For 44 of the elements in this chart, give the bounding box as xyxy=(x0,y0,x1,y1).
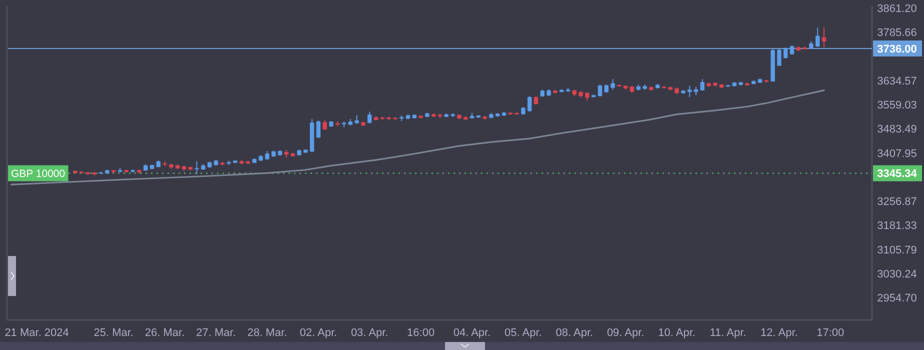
x-tick-label: 21 Mar. 2024 xyxy=(4,326,69,339)
x-tick-label: 09. Apr. xyxy=(606,326,644,339)
y-tick-label: 3785.66 xyxy=(877,27,917,40)
y-tick-label: 3105.79 xyxy=(877,244,917,256)
line-series xyxy=(10,90,825,186)
candlestick xyxy=(598,84,602,97)
y-tick-label: 3407.95 xyxy=(877,148,917,160)
candlestick xyxy=(790,44,794,56)
candlestick xyxy=(777,48,782,67)
x-tick-label: 26. Mar. xyxy=(144,326,185,339)
y-tick-label: 3634.57 xyxy=(877,75,917,88)
x-tick-label: 05. Apr. xyxy=(504,326,542,339)
x-tick-label: 08. Apr. xyxy=(556,326,594,339)
y-tick-label: 2954.70 xyxy=(877,292,917,305)
x-tick-label: 12. Apr. xyxy=(760,326,798,339)
y-tick-label: 3483.49 xyxy=(877,124,917,136)
candlestick xyxy=(822,26,826,48)
y-tick-label: 3559.03 xyxy=(877,100,917,112)
x-tick-label: 16:00 xyxy=(407,326,435,339)
x-tick-label: 10. Apr. xyxy=(658,326,696,339)
candlestick xyxy=(527,96,532,112)
y-tick-label: 3256.87 xyxy=(877,196,917,208)
x-tick-label: 02. Apr. xyxy=(300,326,338,339)
x-tick-label: 03. Apr. xyxy=(350,326,388,339)
x-tick-label: 25. Mar. xyxy=(94,326,134,339)
x-tick-label: 17:00 xyxy=(816,326,844,339)
y-tick-label: 3181.33 xyxy=(877,220,917,232)
annotation: GBP 10000 xyxy=(11,168,66,180)
candlestick xyxy=(322,120,327,130)
candlestick xyxy=(194,160,199,175)
y-tick-label: 3030.24 xyxy=(877,268,917,280)
x-tick-label: 11. Apr. xyxy=(710,326,746,339)
candlestick xyxy=(815,27,820,48)
y-tick-label: 3861.20 xyxy=(877,3,917,16)
x-tick-label: 04. Apr. xyxy=(453,326,491,339)
ref-line-label: 3736.00 xyxy=(877,43,917,56)
candlestick xyxy=(610,78,615,90)
candlestick xyxy=(687,85,692,98)
x-tick-label: 28. Mar. xyxy=(247,326,288,339)
ref-line-label: 3345.34 xyxy=(877,168,918,180)
x-tick-label: 27. Mar. xyxy=(196,326,236,339)
candlestick xyxy=(783,47,788,59)
candlestick xyxy=(162,160,167,167)
candlestick xyxy=(316,120,321,138)
